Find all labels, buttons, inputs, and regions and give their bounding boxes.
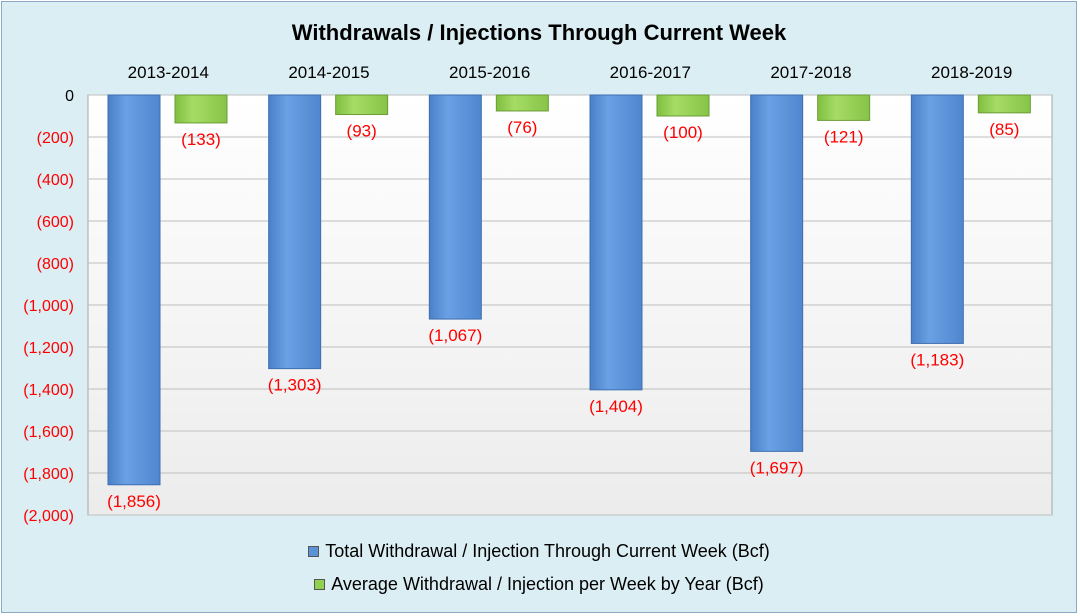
data-label: (1,067) [428,326,482,345]
bar-average [495,94,549,112]
bar-average [977,94,1031,114]
data-label: (1,303) [268,376,322,395]
chart-title: Withdrawals / Injections Through Current… [291,20,787,45]
data-label: (1,697) [750,458,804,477]
bar-total [428,94,482,320]
data-label: (1,183) [910,350,964,369]
legend-label-average: Average Withdrawal / Injection per Week … [331,574,764,594]
y-tick-label: (200) [37,130,74,147]
category-label: 2015-2016 [449,63,530,82]
bar-total [268,94,322,370]
data-label: (1,404) [589,397,643,416]
y-tick-label: (1,800) [23,466,74,483]
data-label: (93) [347,122,377,141]
y-tick-label: (1,200) [23,340,74,357]
bar-average [656,94,710,117]
bar-total [750,94,804,452]
bar-average [817,94,871,121]
category-label: 2014-2015 [288,63,369,82]
bar-total [589,94,643,391]
bar-total [107,94,161,486]
category-label: 2018-2019 [931,63,1012,82]
legend-swatch-blue [308,546,320,557]
legend-entry-average: Average Withdrawal / Injection per Week … [0,574,1078,595]
data-label: (121) [824,127,864,146]
bar-average [335,94,389,116]
data-label: (76) [507,118,537,137]
y-tick-label: (2,000) [23,508,74,525]
y-tick-label: (1,000) [23,298,74,315]
y-tick-label: (600) [37,214,74,231]
y-tick-label: 0 [65,88,74,105]
data-label: (133) [181,130,221,149]
y-tick-label: (800) [37,256,74,273]
y-tick-label: (400) [37,172,74,189]
y-tick-label: (1,600) [23,424,74,441]
legend-label-total: Total Withdrawal / Injection Through Cur… [325,541,770,561]
data-label: (1,856) [107,492,161,511]
legend-swatch-green [314,579,326,590]
bar-average [174,94,228,124]
data-label: (85) [989,120,1019,139]
category-label: 2016-2017 [610,63,691,82]
category-label: 2013-2014 [128,63,209,82]
bar-total [910,94,964,344]
y-tick-label: (1,400) [23,382,74,399]
category-label: 2017-2018 [770,63,851,82]
data-label: (100) [663,123,703,142]
legend-entry-total: Total Withdrawal / Injection Through Cur… [0,541,1078,562]
